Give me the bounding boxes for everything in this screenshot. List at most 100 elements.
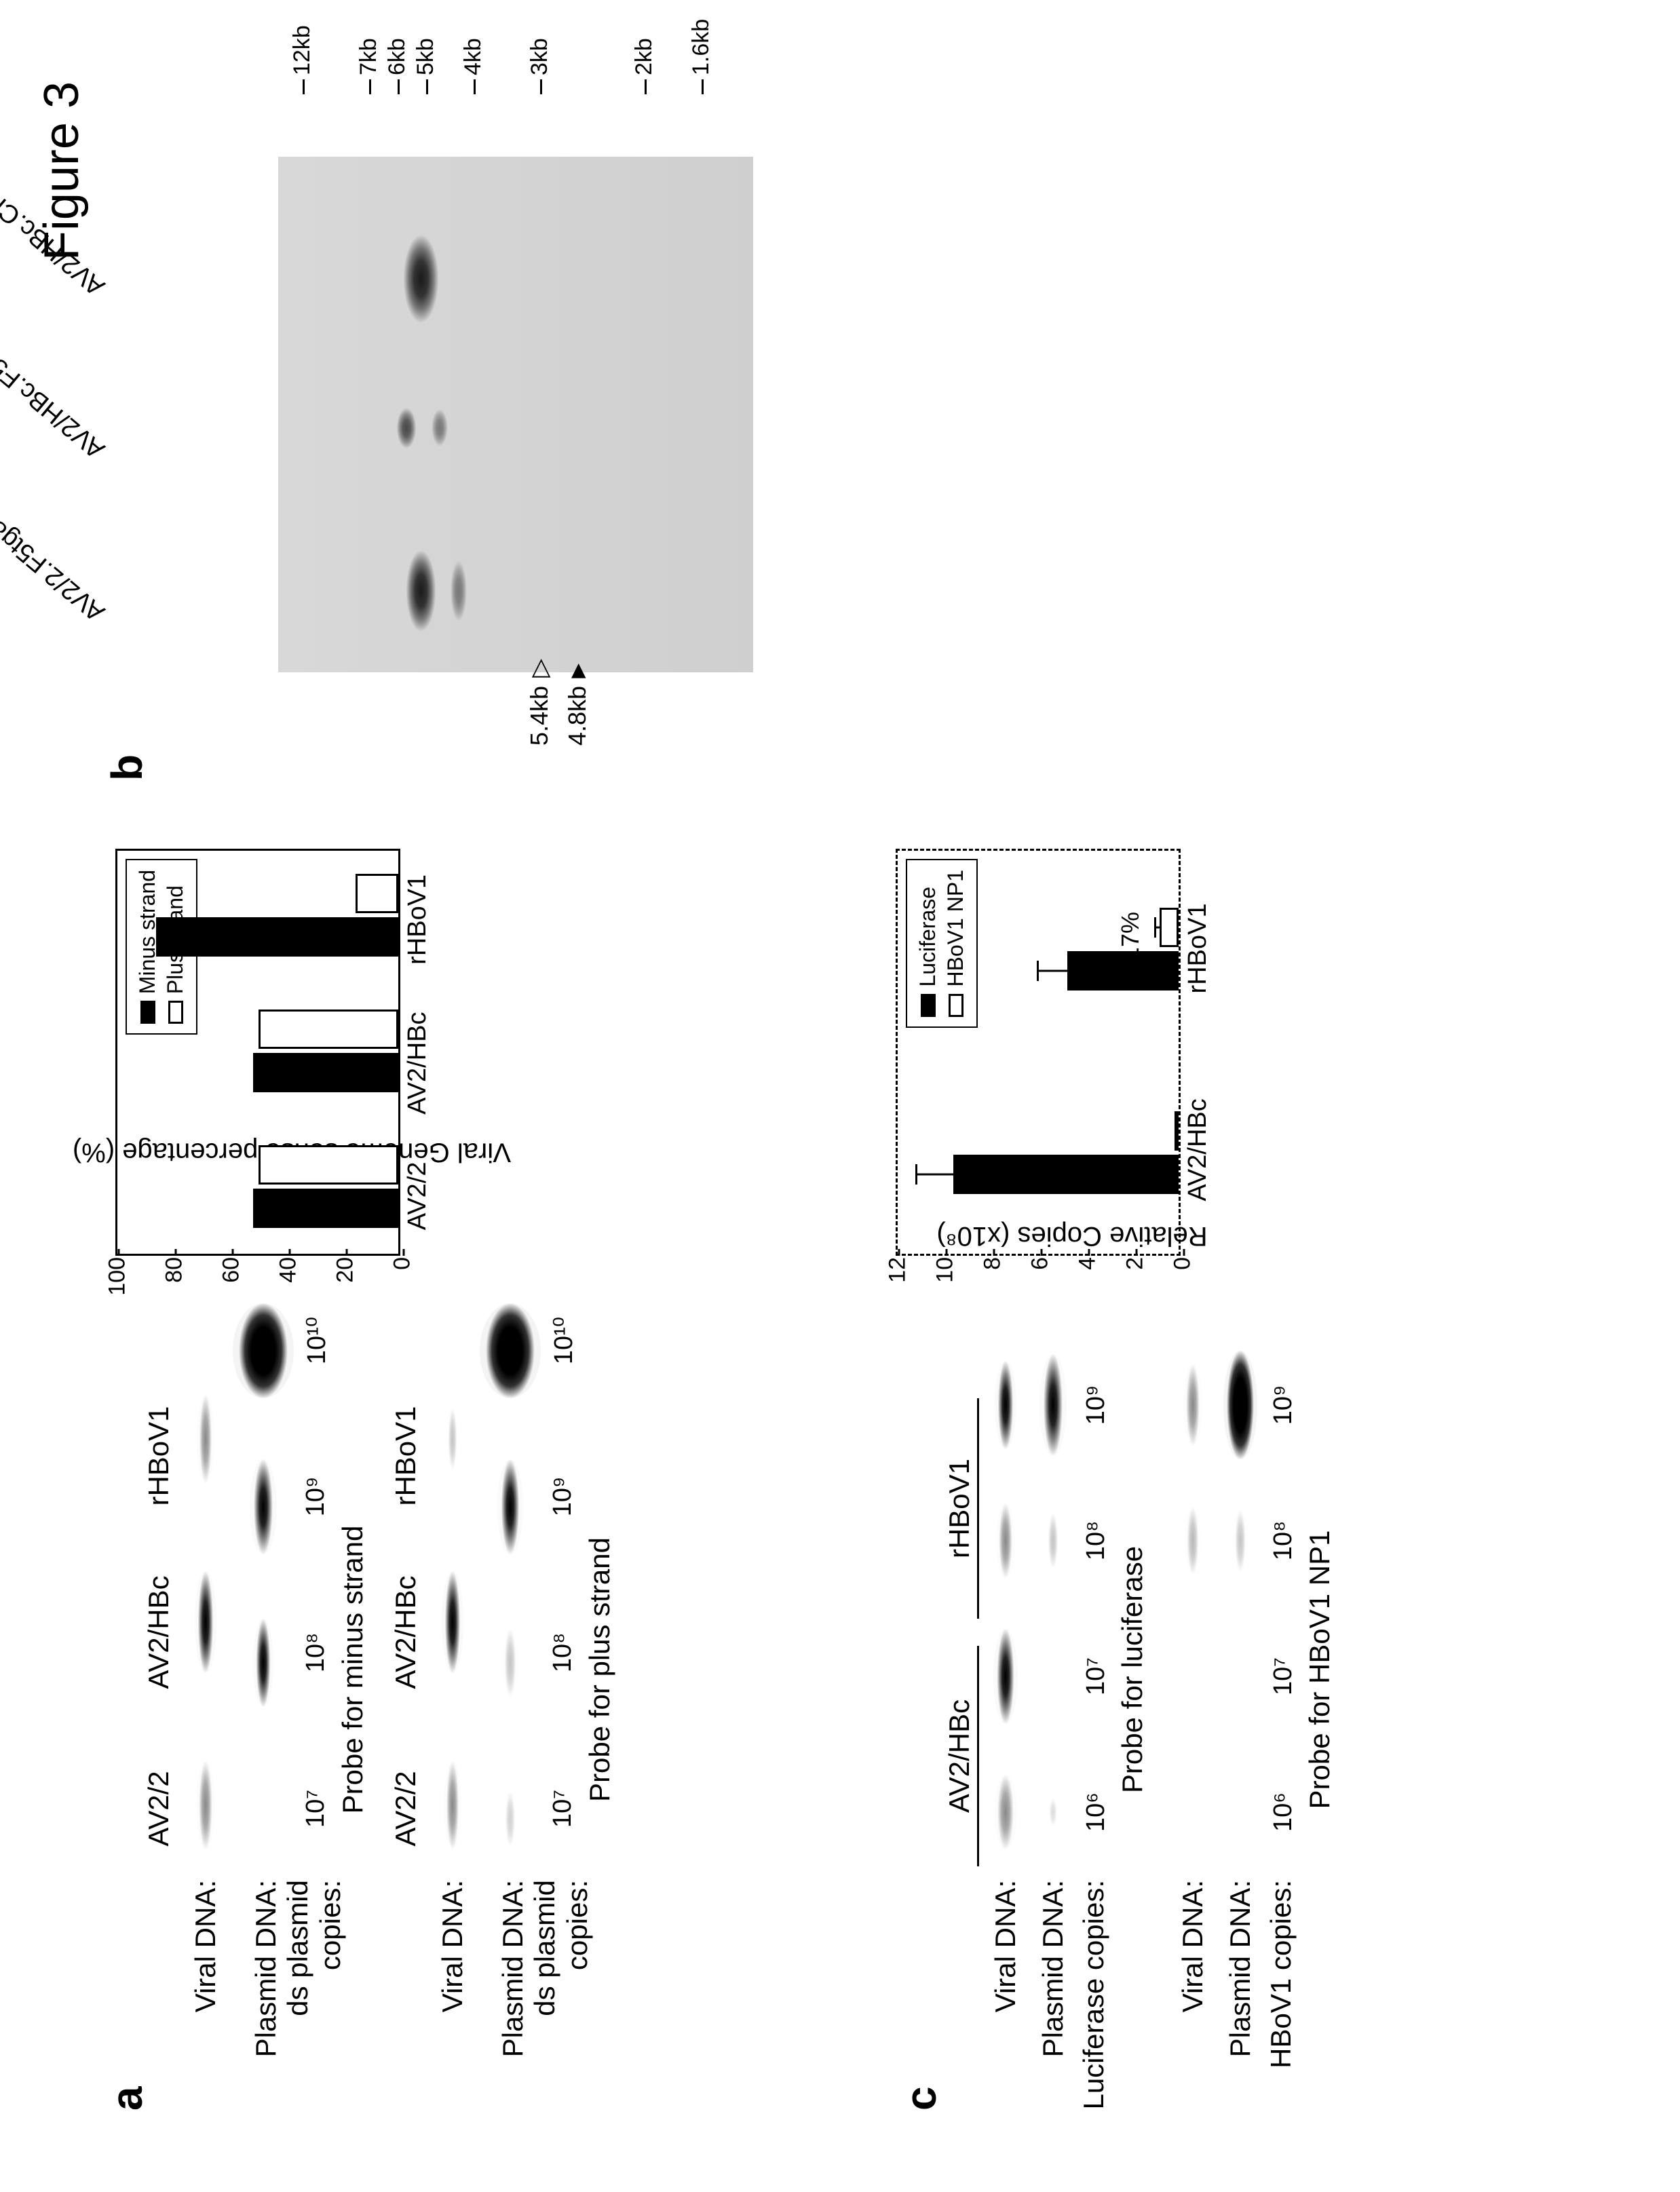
probe-label: Probe for minus strand [337, 1432, 369, 1907]
copies-value: 10⁸ [1269, 1486, 1298, 1595]
y-tick-label: 12 [885, 1257, 911, 1283]
blot-block-np1: Viral DNA: Plasmid DNA: HBoV1 co [1169, 1398, 1336, 2111]
blot-block-luciferase: Viral DNA: Plasmid DNA: Lucifera [982, 1398, 1149, 2111]
size-marker: 12kb [289, 25, 316, 75]
group-header: AV2/HBc [943, 1646, 979, 1866]
chart-relative-copies: Relative Copies (x10⁸) 024681012 Lucifer… [896, 835, 1248, 1324]
row-label-luc-copies: Luciferase copies: [1077, 1880, 1110, 2111]
band [1233, 1510, 1248, 1571]
copies-value: 10⁷ [1082, 1622, 1111, 1731]
legend: Luciferase HBoV1 NP1 [906, 859, 978, 1028]
probe-label: Probe for plus strand [584, 1432, 616, 1907]
panel-a: AV2/2 AV2/HBc rHBoV1 Viral DNA: Plasmid … [115, 1398, 636, 2111]
bar [259, 1010, 398, 1049]
band [250, 1459, 277, 1554]
size-marker: 4kb [460, 38, 486, 75]
y-tick-label: 20 [332, 1257, 359, 1283]
bar [1175, 1111, 1179, 1151]
y-tick-label: 100 [104, 1257, 131, 1296]
error-bar [1156, 927, 1160, 929]
error-cap [915, 1164, 917, 1185]
size-marker: 3kb [527, 38, 553, 75]
row-label-plasmid: Plasmid DNA: [1224, 1880, 1257, 2111]
row-label-plasmid: Plasmid DNA: [250, 1880, 282, 2111]
y-tick-label: 0 [1170, 1257, 1196, 1270]
error-cap [1154, 917, 1156, 938]
y-tick-label: 2 [1122, 1257, 1149, 1270]
row-label-viral: Viral DNA: [1177, 1880, 1209, 2111]
copies-value: 10⁷ [1269, 1622, 1298, 1731]
legend-swatch [949, 994, 963, 1017]
error-bar [917, 1174, 953, 1176]
lane-header: AV2/HBc [142, 1575, 175, 1690]
lane-header: AV2/2 [389, 1751, 422, 1866]
row-label-copies: ds plasmid copies: [282, 1880, 347, 2111]
row-label-hbov-copies: HBoV1 copies: [1265, 1880, 1297, 2111]
gel-lane-label: AV2/2.F5tg83luc [0, 483, 111, 627]
annotation-text: 17% [1116, 912, 1145, 961]
band [1185, 1507, 1201, 1575]
panel-c: AV2/HBc rHBoV1 Viral DNA: Plasmid DNA: [916, 1398, 1356, 2111]
y-tick-label: 0 [389, 1257, 416, 1270]
band [444, 1761, 461, 1849]
panel-b: AV2/2.F5tg83luc AV2/HBc.F5tg83luc AV2/HB… [102, 55, 753, 767]
band [502, 1629, 518, 1697]
copies-value: 10⁶ [1269, 1758, 1298, 1866]
lane-header: AV2/2 [142, 1751, 175, 1866]
lane-header: rHBoV1 [389, 1398, 422, 1514]
row-label-copies: ds plasmid copies: [529, 1880, 594, 2111]
group-header: rHBoV1 [943, 1398, 979, 1619]
probe-label: Probe for luciferase [1116, 1432, 1149, 1907]
legend-swatch [140, 1001, 155, 1024]
size-marker: 6kb [384, 38, 411, 75]
band [196, 1761, 215, 1849]
band [442, 1571, 463, 1673]
band [1048, 1799, 1058, 1826]
bar [1160, 908, 1179, 947]
bar [953, 1155, 1179, 1194]
y-tick-label: 6 [1027, 1257, 1054, 1270]
bar [356, 874, 398, 913]
size-marker: 1.6kb [688, 19, 714, 75]
lane-header: rHBoV1 [142, 1398, 175, 1514]
copies-value: 10⁹ [301, 1439, 332, 1554]
copies-value: 10⁷ [301, 1751, 332, 1866]
lane-header: AV2/HBc [389, 1575, 422, 1690]
blot-block-minus: Viral DNA: Plasmid DNA: ds plasmid copie… [182, 1398, 369, 2111]
y-tick-label: 8 [980, 1257, 1006, 1270]
row-label-viral: Viral DNA: [436, 1880, 469, 2111]
bar [253, 1053, 398, 1092]
x-tick-label: AV2/2 [403, 1161, 432, 1230]
error-bar [1039, 970, 1067, 972]
band [994, 1775, 1017, 1849]
copies-value: 10⁹ [1269, 1351, 1298, 1459]
band [195, 1571, 216, 1673]
x-tick-label: AV2/HBc [1183, 1098, 1213, 1201]
band [497, 1459, 523, 1554]
copies-value: 10⁷ [548, 1751, 579, 1866]
gel-band [429, 410, 450, 447]
y-tick-label: 10 [932, 1257, 959, 1283]
y-tick-label: 60 [218, 1257, 245, 1283]
legend-swatch [168, 1001, 183, 1024]
gel-band [402, 550, 440, 632]
band [993, 1629, 1018, 1724]
legend-swatch [921, 994, 936, 1017]
copies-value: 10⁸ [1082, 1486, 1111, 1595]
size-marker: 2kb [631, 38, 657, 75]
band [996, 1503, 1015, 1578]
band [1223, 1351, 1257, 1459]
bar [253, 1189, 398, 1228]
y-tick-label: 80 [161, 1257, 188, 1283]
legend-label: HBoV1 NP1 [943, 870, 968, 987]
chart-genome-sense: Viral Genome sense percentage (%) 020406… [115, 835, 468, 1324]
row-label-plasmid: Plasmid DNA: [1037, 1880, 1069, 2111]
gel-image: 5.4kb▷4.8kb► 12kb7kb6kb5kb4kb3kb2kb1.6kb [278, 157, 753, 672]
gel-band [448, 560, 469, 621]
row-label-plasmid: Plasmid DNA: [497, 1880, 529, 2111]
error-cap [1037, 961, 1039, 981]
y-tick-label: 40 [275, 1257, 302, 1283]
x-tick-label: AV2/HBc [403, 1012, 432, 1115]
copies-value: 10⁹ [1082, 1351, 1111, 1459]
copies-value: 10⁹ [548, 1439, 579, 1554]
